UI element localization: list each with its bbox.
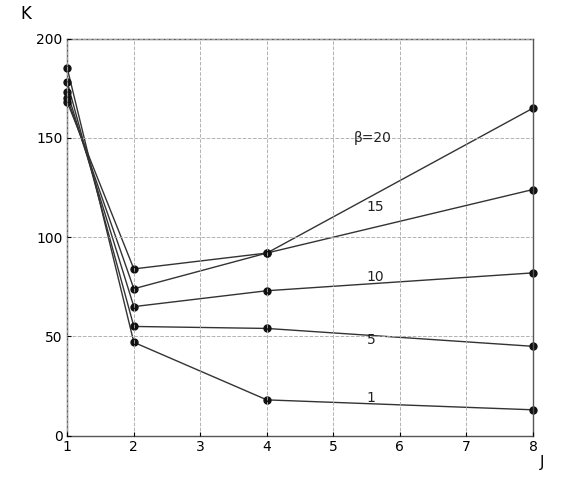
Text: β=20: β=20 <box>353 131 391 145</box>
Text: 5: 5 <box>367 333 375 348</box>
Text: 15: 15 <box>367 200 384 214</box>
Text: 10: 10 <box>367 270 384 284</box>
Text: 1: 1 <box>367 391 375 405</box>
X-axis label: J: J <box>540 455 545 470</box>
Y-axis label: K: K <box>20 5 31 23</box>
